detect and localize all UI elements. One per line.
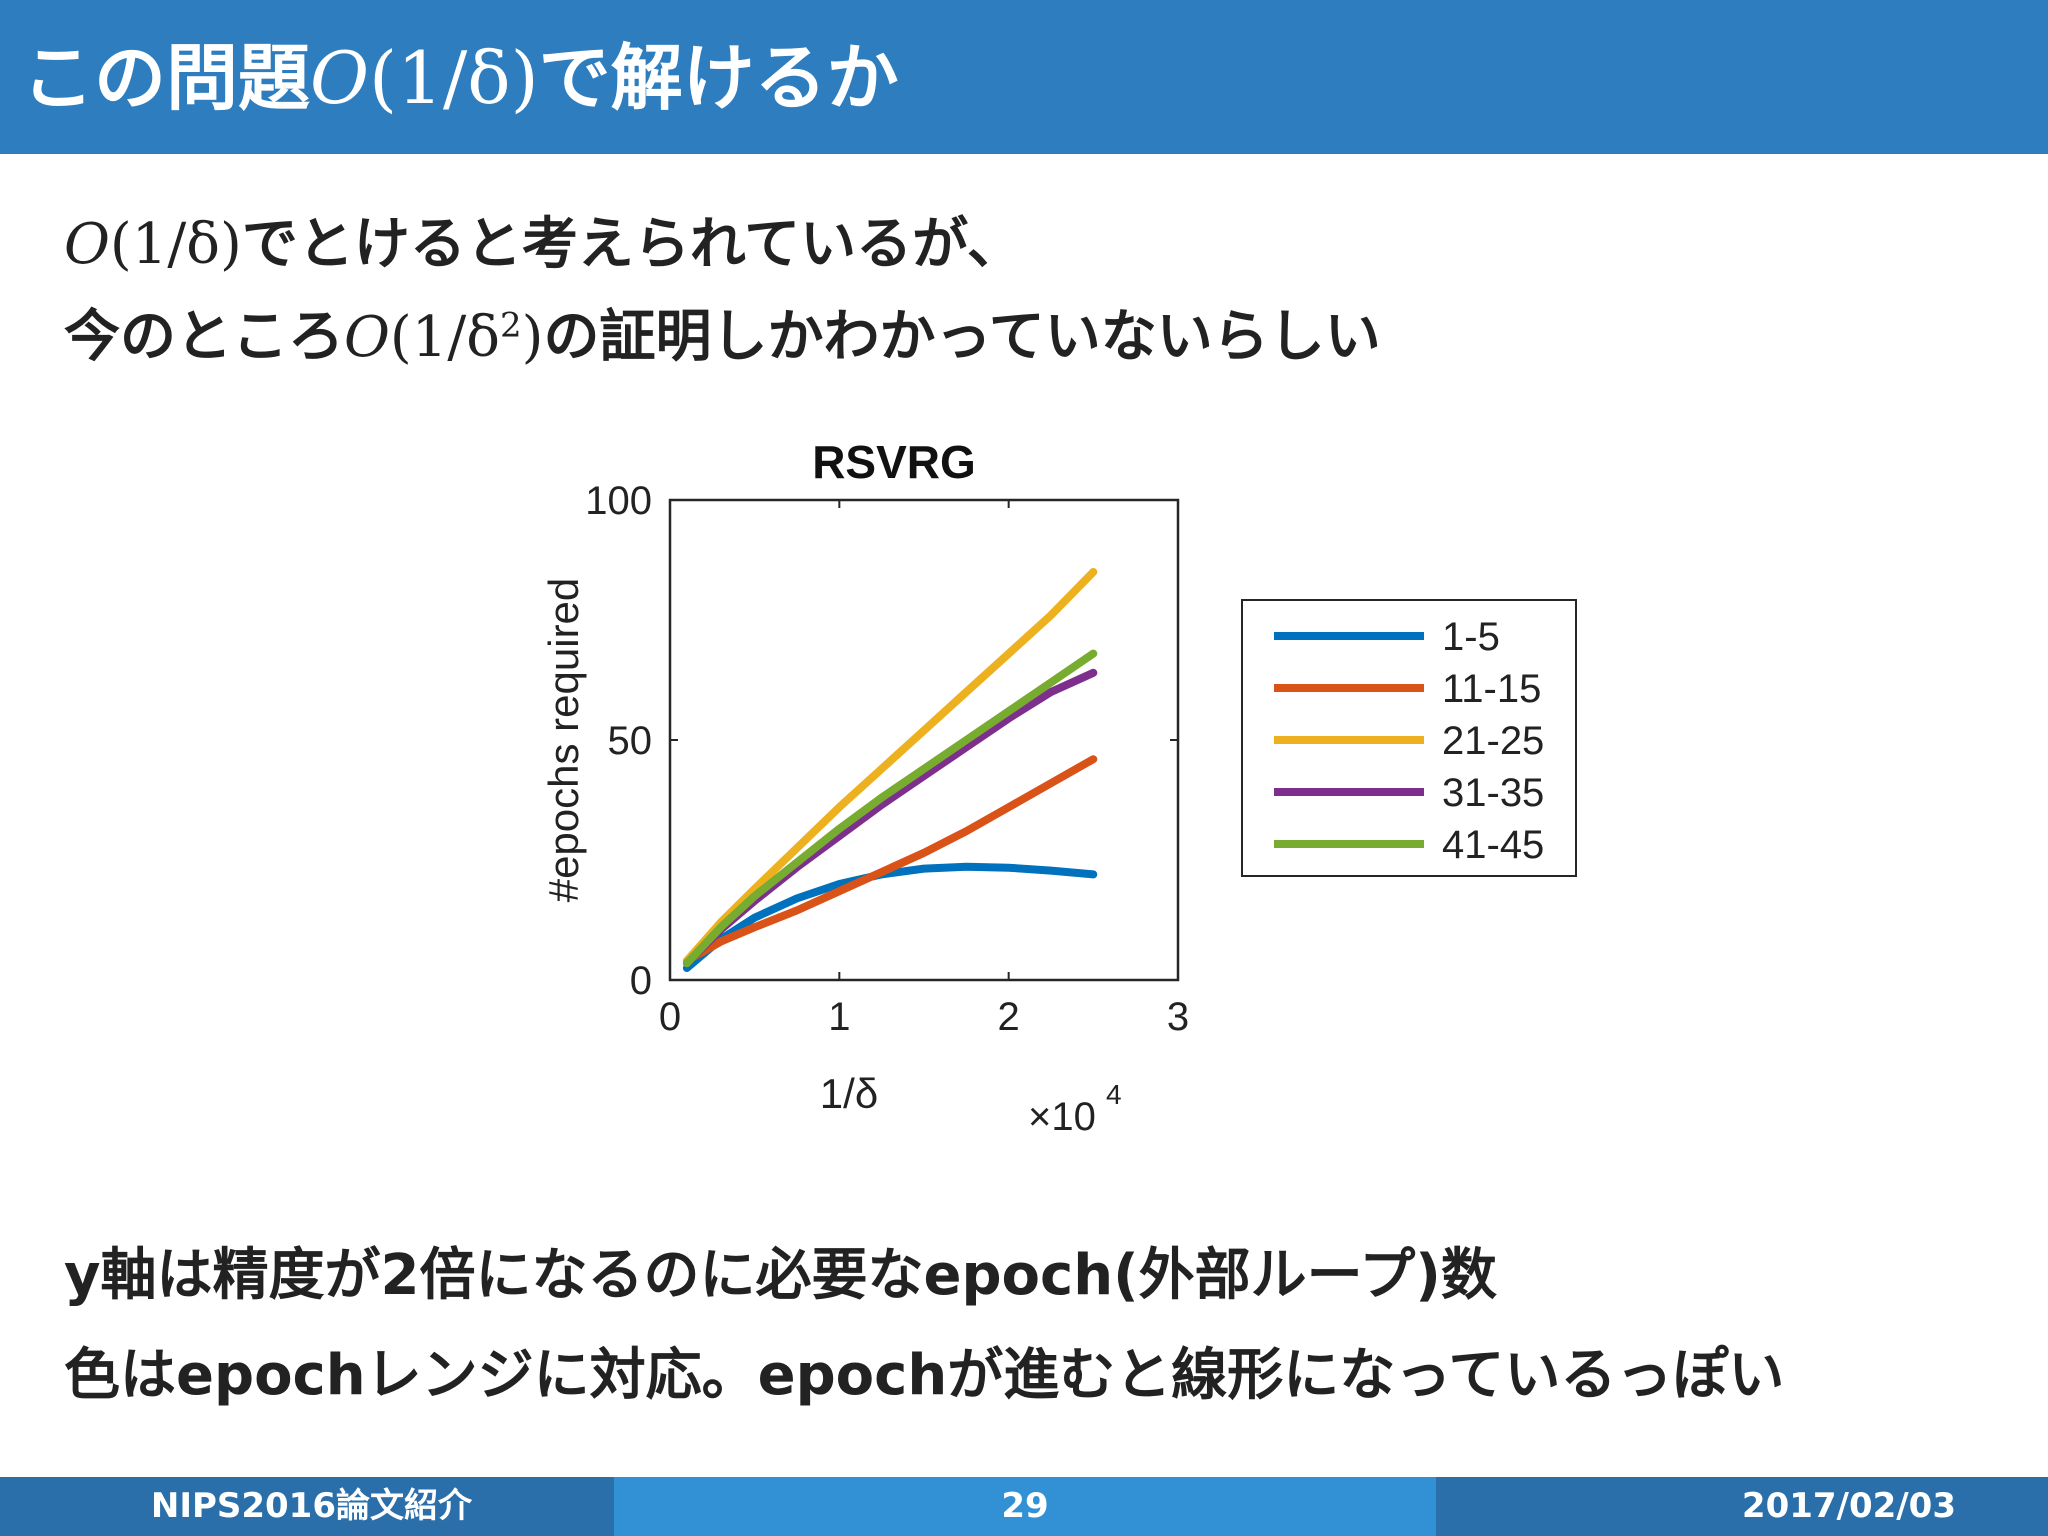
legend-label-11-15: 11-15	[1442, 667, 1541, 711]
intro-line-2: 今のところO(1/δ2)の証明しかわかっていないらしい	[64, 285, 2014, 378]
x-tick-label-2: 2	[998, 995, 1020, 1039]
series-line-1-5	[682, 862, 1098, 972]
legend-label-21-25: 21-25	[1442, 719, 1544, 763]
notes: y軸は精度が2倍になるのに必要なepoch(外部ループ)数 色はepochレンジ…	[64, 1226, 2024, 1426]
y-tick-label-2: 100	[585, 479, 652, 523]
intro-line-1: O(1/δ)でとけると考えられているが、	[64, 205, 2014, 285]
x-axis-multiplier-exponent: 4	[1106, 1079, 1122, 1110]
x-tick-label-1: 1	[828, 995, 850, 1039]
title-bar: この問題O(1/δ)で解けるか	[0, 0, 2048, 154]
rsvrg-chart: RSVRG 0 1 2 3 0 50 100 1/δ ×10 4 #epochs required 1-…	[540, 436, 1577, 1139]
note-line-1: y軸は精度が2倍になるのに必要なepoch(外部ループ)数	[64, 1243, 1497, 1308]
series-line-11-15	[682, 755, 1098, 965]
intro-math-1: O(1/δ)	[64, 212, 242, 277]
chart-root: RSVRG 0 1 2 3 0 50 100 1/δ ×10 4 #epochs required 1-…	[540, 436, 1577, 1139]
intro-math-2-arg: 1/δ	[411, 304, 500, 370]
intro-math-2: O(1/δ2)	[344, 304, 544, 370]
legend-label-31-35: 31-35	[1442, 771, 1544, 815]
note-line-2: 色はepochレンジに対応。epochが進むと線形になっているっぽい	[64, 1343, 1785, 1408]
intro-line-2-suffix: の証明しかわかっていないらしい	[543, 304, 1381, 370]
legend-label-1-5: 1-5	[1442, 615, 1500, 659]
x-tick-label-0: 0	[659, 995, 681, 1039]
slide-title: この問題O(1/δ)で解けるか	[22, 28, 899, 128]
intro-math-2-exponent: 2	[500, 305, 522, 345]
intro-line-1-text: でとけると考えられているが、	[241, 212, 1024, 277]
title-math-arg: 1/δ	[397, 36, 511, 120]
intro-text: O(1/δ)でとけると考えられているが、 今のところO(1/δ2)の証明しかわか…	[64, 205, 2014, 378]
chart-title: RSVRG	[812, 436, 976, 488]
title-prefix: この問題	[22, 36, 311, 120]
legend-label-41-45: 41-45	[1442, 823, 1544, 867]
footer-title: NIPS2016論文紹介	[0, 1477, 614, 1536]
title-math: O(1/δ)	[310, 36, 539, 120]
x-axis-multiplier: ×10	[1028, 1095, 1096, 1139]
footer: NIPS2016論文紹介 29 2017/02/03	[0, 1477, 2048, 1536]
series-line-41-45	[682, 649, 1098, 968]
y-tick-label-1: 50	[608, 719, 653, 763]
footer-date: 2017/02/03	[1436, 1477, 2048, 1536]
x-axis-label: 1/δ	[820, 1070, 878, 1117]
y-axis-label: #epochs required	[540, 578, 587, 903]
title-suffix: で解けるか	[538, 36, 899, 120]
x-tick-label-3: 3	[1167, 995, 1189, 1039]
footer-page-number: 29	[614, 1477, 1436, 1536]
y-tick-label-0: 0	[630, 959, 652, 1003]
series-line-21-25	[682, 568, 1098, 965]
intro-line-2-prefix: 今のところ	[64, 304, 344, 370]
intro-math-1-arg: 1/δ	[131, 212, 220, 277]
